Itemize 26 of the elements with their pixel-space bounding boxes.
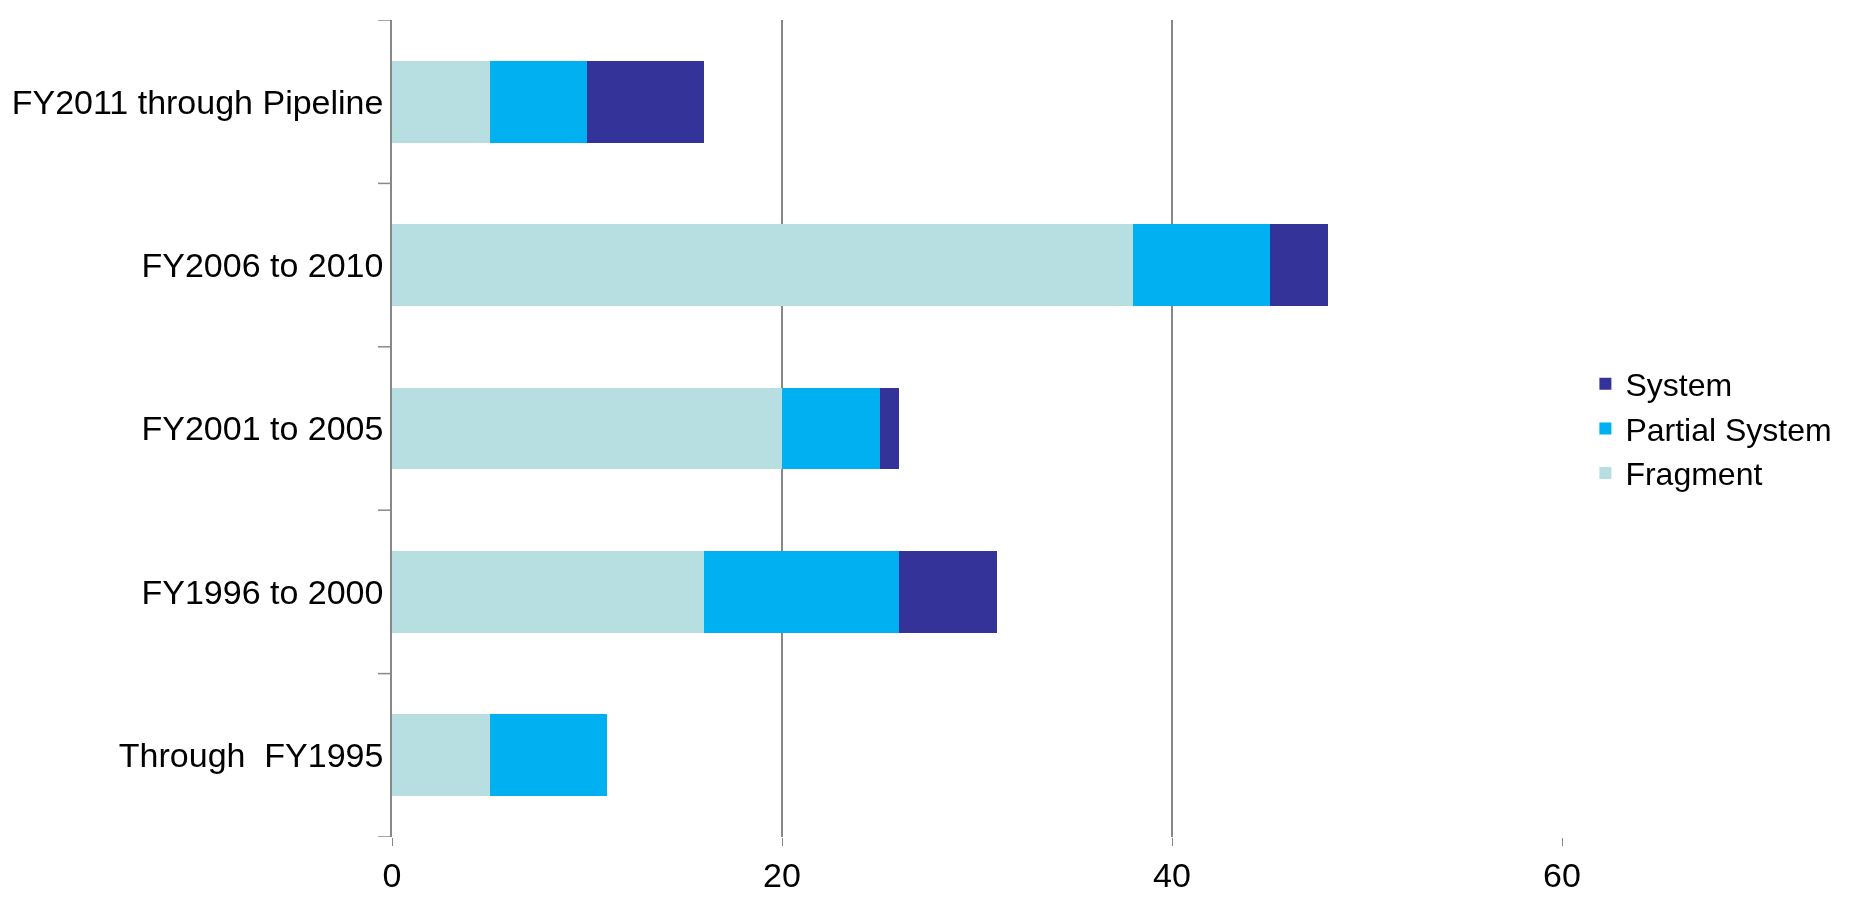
x-tick-label: 60 — [1543, 855, 1581, 894]
legend-label: Partial System — [1625, 411, 1832, 448]
x-tick-label: 0 — [382, 855, 402, 894]
bar — [392, 387, 782, 470]
bar — [587, 60, 704, 143]
bar — [704, 551, 899, 633]
y-tick-label: FY1996 to 2000 — [141, 572, 384, 611]
bar — [392, 551, 704, 633]
bar — [392, 60, 490, 143]
y-tick-label: FY2006 to 2010 — [141, 246, 384, 284]
bar — [489, 714, 607, 797]
bar — [879, 387, 899, 470]
bar — [1133, 224, 1270, 306]
bar — [392, 714, 490, 797]
bar — [489, 60, 587, 143]
x-tick-label: 40 — [1153, 855, 1191, 894]
legend-label: System — [1625, 367, 1733, 404]
bar — [782, 387, 880, 470]
y-tick-label: Through FY1995 — [118, 736, 384, 775]
bar — [392, 224, 1133, 306]
bar — [899, 551, 997, 633]
legend-label: Fragment — [1625, 456, 1763, 493]
y-tick-label: FY2011 through Pipeline — [11, 82, 384, 121]
x-tick-label: 20 — [763, 855, 801, 894]
bar — [1269, 224, 1328, 306]
y-tick-label: FY2001 to 2005 — [141, 409, 384, 448]
